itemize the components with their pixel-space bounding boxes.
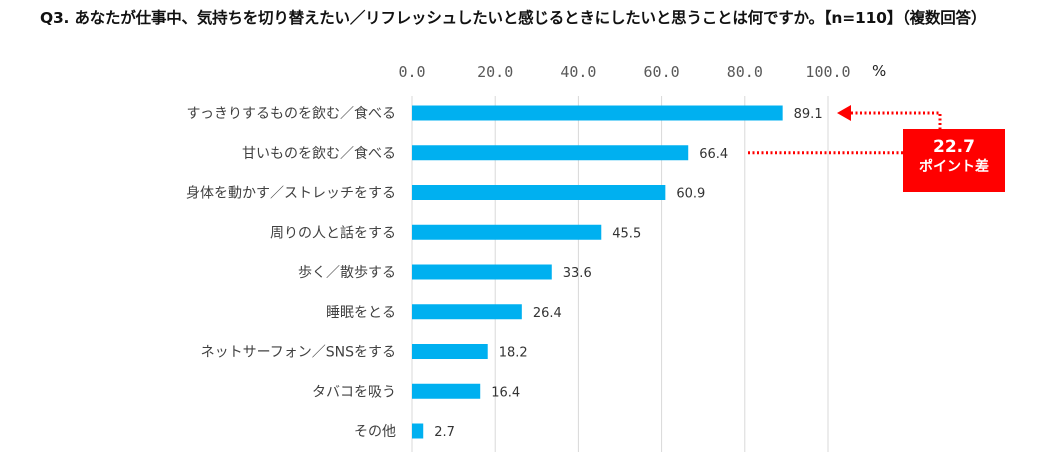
value-label: 66.4 (699, 147, 728, 162)
value-labels: 89.1 66.4 60.9 45.5 33.6 26.4 18.2 16.4 2.7 (434, 107, 822, 440)
bar (412, 105, 783, 121)
category-label: 身体を動かす／ストレッチをする (186, 186, 396, 202)
unit-label: % (872, 62, 886, 80)
value-label: 16.4 (491, 385, 520, 400)
x-tick-label: 40.0 (560, 63, 596, 81)
value-label: 45.5 (612, 226, 641, 241)
value-label: 26.4 (533, 306, 562, 321)
x-tick-label: 0.0 (398, 63, 425, 81)
bar (412, 344, 488, 359)
bar (412, 304, 522, 320)
bar (412, 264, 552, 280)
bar (412, 185, 666, 200)
value-label: 60.9 (676, 187, 705, 202)
x-tick-label: 80.0 (727, 63, 763, 81)
bar (412, 224, 602, 240)
annotation-connector-top (851, 111, 942, 129)
bar (412, 145, 689, 161)
category-label: ネットサーフォン／SNSをする (201, 345, 396, 361)
value-label: 33.6 (563, 266, 592, 281)
chart-title: Q3. あなたが仕事中、気持ちを切り替えたい／リフレッシュしたいと感じるときにし… (40, 9, 987, 27)
value-label: 18.2 (499, 346, 528, 361)
category-label: 周りの人と話をする (270, 224, 396, 241)
category-label: タバコを吸う (312, 384, 396, 400)
annotation-arrowhead (837, 105, 851, 121)
category-labels: すっきりするものを飲む／食べる甘いものを飲む／食べる身体を動かす／ストレッチをす… (186, 105, 396, 440)
bar (412, 423, 424, 439)
category-label: すっきりするものを飲む／食べる (187, 105, 396, 122)
x-axis-ticks: 0.0 20.0 40.0 60.0 80.0 100.0% (398, 62, 886, 81)
value-label: 89.1 (794, 107, 823, 122)
bars (412, 105, 783, 439)
category-label: その他 (354, 424, 396, 440)
bar (412, 383, 481, 399)
difference-callout-box: 22.7 ポイント差 (903, 129, 1005, 192)
category-label: 睡眠をとる (326, 305, 396, 321)
category-label: 甘いものを飲む／食べる (242, 145, 396, 162)
difference-annotation (748, 105, 942, 155)
x-tick-label: 20.0 (477, 63, 513, 81)
value-label: 2.7 (434, 425, 455, 440)
difference-value: 22.7 (933, 137, 975, 157)
difference-label: ポイント差 (919, 159, 989, 175)
x-tick-label: 60.0 (644, 63, 680, 81)
category-label: 歩く／散歩する (298, 265, 396, 281)
x-tick-label: 100.0 (805, 63, 850, 81)
